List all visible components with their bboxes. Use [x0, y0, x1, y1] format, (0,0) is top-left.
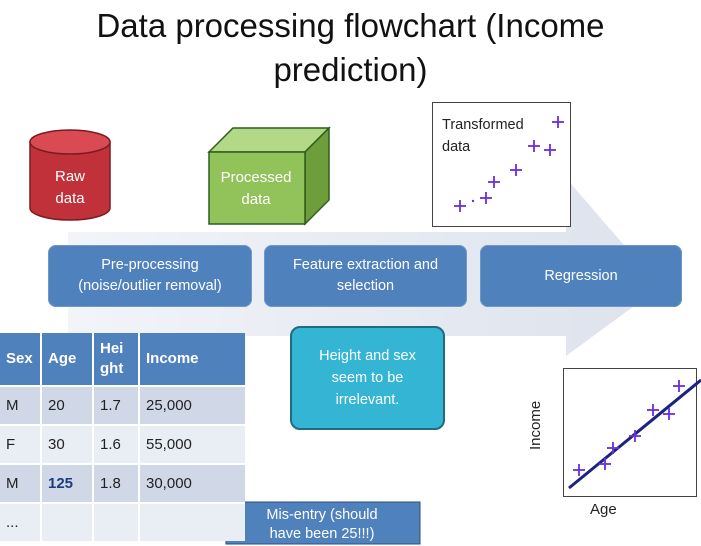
plus-marker	[544, 144, 556, 156]
header-sex: Sex	[0, 333, 42, 386]
processed-data-label: Processed data	[220, 169, 292, 208]
plus-marker	[528, 140, 540, 152]
table-row: F 30 1.6 55,000	[0, 424, 245, 464]
transformed-scatter-markers	[454, 116, 564, 212]
plus-marker	[510, 164, 522, 176]
table-row: M 20 1.7 25,000	[0, 385, 245, 425]
table-header-row: Sex Age Hei ght Income	[0, 333, 245, 386]
plus-marker	[599, 458, 611, 470]
transformed-data-label: Transformed data	[442, 117, 524, 155]
regression-x-label: Age	[590, 501, 617, 518]
processed-data-cube-icon	[207, 126, 331, 226]
table-row: M 125 1.8 30,000	[0, 463, 245, 503]
plus-marker	[673, 380, 685, 392]
header-income: Income	[139, 333, 245, 386]
plus-marker	[552, 116, 564, 128]
plus-marker	[480, 192, 492, 204]
plus-marker	[607, 442, 619, 454]
title-line-1: Data processing flowchart (Income	[96, 7, 605, 44]
mis-entry-cell: 125	[41, 463, 94, 503]
regression-plot-marks	[568, 378, 701, 490]
stage-feature-extraction: Feature extraction and selection	[264, 245, 467, 307]
page-title: Data processing flowchart (Income predic…	[0, 4, 701, 92]
plus-marker	[647, 404, 659, 416]
stage-regression: Regression	[480, 245, 682, 307]
raw-data-cylinder-icon	[29, 129, 111, 221]
stage-preprocessing: Pre-processing (noise/outlier removal)	[48, 245, 252, 307]
plus-marker	[488, 176, 500, 188]
income-data-table: Sex Age Hei ght Income M 20 1.7 25,000 F…	[0, 333, 245, 541]
header-height: Hei ght	[93, 333, 140, 386]
irrelevant-features-note: Height and sex seem to be irrelevant.	[290, 326, 445, 430]
title-line-2: prediction)	[273, 51, 428, 88]
plus-marker	[573, 464, 585, 476]
regression-y-label: Income	[527, 400, 544, 450]
raw-data-label: Raw data	[54, 168, 85, 207]
plus-marker	[629, 430, 641, 442]
plus-marker	[454, 200, 466, 212]
table-row: ...	[0, 502, 245, 541]
header-age: Age	[41, 333, 94, 386]
plus-marker	[663, 408, 675, 420]
mis-entry-callout: Mis-entry (should have been 25!!!)	[266, 507, 378, 542]
